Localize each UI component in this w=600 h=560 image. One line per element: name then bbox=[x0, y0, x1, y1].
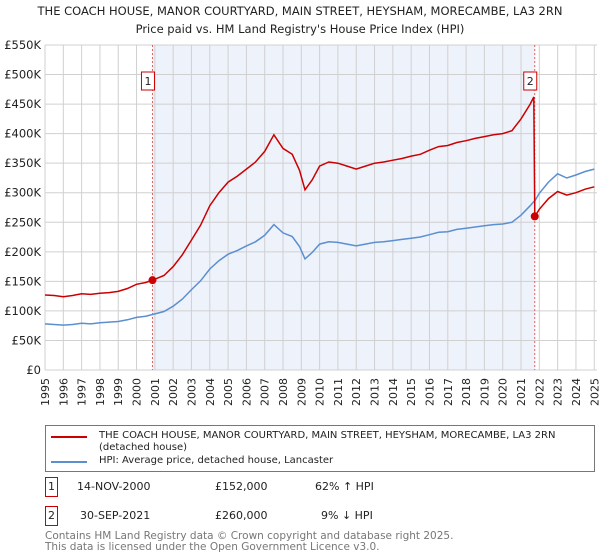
x-tick-label: 2017 bbox=[442, 378, 455, 406]
transaction-hpi: 9% ↓ HPI bbox=[321, 509, 373, 522]
x-tick-label: 2013 bbox=[369, 378, 382, 406]
y-tick-label: £500K bbox=[4, 68, 41, 82]
x-tick-label: 2004 bbox=[204, 378, 217, 406]
transaction-hpi: 62% ↑ HPI bbox=[315, 480, 374, 493]
legend-swatch-red bbox=[51, 436, 87, 438]
x-tick-label: 2002 bbox=[167, 378, 180, 406]
y-tick-label: £250K bbox=[4, 215, 41, 229]
x-tick-label: 1997 bbox=[76, 378, 89, 406]
x-tick-label: 1999 bbox=[112, 378, 125, 406]
x-tick-label: 2001 bbox=[149, 378, 162, 406]
x-tick-label: 2016 bbox=[423, 378, 436, 406]
legend-swatch-blue bbox=[51, 461, 87, 463]
sale-label-box bbox=[140, 71, 155, 91]
x-tick-label: 2007 bbox=[259, 378, 272, 406]
chart-title: THE COACH HOUSE, MANOR COURTYARD, MAIN S… bbox=[37, 4, 563, 18]
x-tick-label: 2020 bbox=[497, 378, 510, 406]
y-tick-label: £50K bbox=[12, 333, 42, 347]
x-tick-label: 1996 bbox=[57, 378, 70, 406]
x-tick-label: 2006 bbox=[240, 378, 253, 406]
sale-point bbox=[148, 276, 157, 285]
x-tick-label: 2009 bbox=[295, 378, 308, 406]
y-tick-label: £150K bbox=[4, 274, 41, 288]
x-tick-label: 2000 bbox=[131, 378, 144, 406]
transaction-marker: 1 bbox=[45, 477, 58, 497]
x-tick-label: 1995 bbox=[39, 378, 52, 406]
footer-licence: This data is licensed under the Open Gov… bbox=[45, 541, 380, 553]
x-tick-label: 2003 bbox=[185, 378, 198, 406]
y-tick-label: £200K bbox=[4, 245, 41, 259]
x-tick-label: 2019 bbox=[478, 378, 491, 406]
y-tick-label: £550K bbox=[4, 38, 41, 52]
transaction-price: £260,000 bbox=[215, 509, 268, 522]
x-tick-label: 2022 bbox=[533, 378, 546, 406]
x-tick-label: 2011 bbox=[332, 378, 345, 406]
x-tick-label: 2005 bbox=[222, 378, 235, 406]
legend-item-property: THE COACH HOUSE, MANOR COURTYARD, MAIN S… bbox=[46, 430, 590, 454]
price-chart: 1995 1996 1997 1998 1999 2000 2001 2002 2003 2004… bbox=[4, 38, 600, 406]
shaded-ownership-period bbox=[152, 45, 535, 370]
transaction-marker: 2 bbox=[45, 506, 58, 526]
x-tick-label: 2008 bbox=[277, 378, 290, 406]
transaction-date: 14-NOV-2000 bbox=[77, 480, 151, 493]
y-tick-label: £400K bbox=[4, 127, 41, 141]
y-tick-label: £350K bbox=[4, 156, 41, 170]
legend: THE COACH HOUSE, MANOR COURTYARD, MAIN S… bbox=[45, 425, 595, 472]
sale-point bbox=[530, 212, 539, 221]
x-tick-label: 1998 bbox=[94, 378, 107, 406]
x-tick-label: 2021 bbox=[515, 378, 528, 406]
sale-label: 2 bbox=[527, 75, 534, 88]
x-tick-label: 2024 bbox=[570, 378, 583, 406]
x-tick-label: 2023 bbox=[552, 378, 565, 406]
x-tick-label: 2015 bbox=[405, 378, 418, 406]
series-line-hpi bbox=[44, 168, 595, 326]
transaction-price: £152,000 bbox=[215, 480, 268, 493]
footer-copyright: Contains HM Land Registry data © Crown c… bbox=[45, 530, 454, 542]
sale-label: 1 bbox=[144, 75, 151, 88]
x-tick-label: 2010 bbox=[314, 378, 327, 406]
sale-label-box bbox=[523, 71, 538, 91]
y-tick-label: £0 bbox=[26, 363, 41, 377]
x-tick-label: 2025 bbox=[588, 378, 600, 406]
legend-item-hpi: HPI: Average price, detached house, Lanc… bbox=[46, 455, 590, 467]
legend-label-property: THE COACH HOUSE, MANOR COURTYARD, MAIN S… bbox=[99, 430, 556, 453]
transaction-date: 30-SEP-2021 bbox=[80, 509, 151, 522]
y-tick-label: £100K bbox=[4, 304, 41, 318]
legend-label-hpi: HPI: Average price, detached house, Lanc… bbox=[99, 455, 334, 466]
x-tick-label: 2018 bbox=[460, 378, 473, 406]
chart-subtitle: Price paid vs. HM Land Registry's House … bbox=[135, 22, 465, 36]
y-tick-label: £300K bbox=[4, 186, 41, 200]
series-line-property bbox=[44, 96, 595, 298]
x-tick-label: 2014 bbox=[387, 378, 400, 406]
x-tick-label: 2012 bbox=[350, 378, 363, 406]
y-tick-label: £450K bbox=[4, 97, 41, 111]
